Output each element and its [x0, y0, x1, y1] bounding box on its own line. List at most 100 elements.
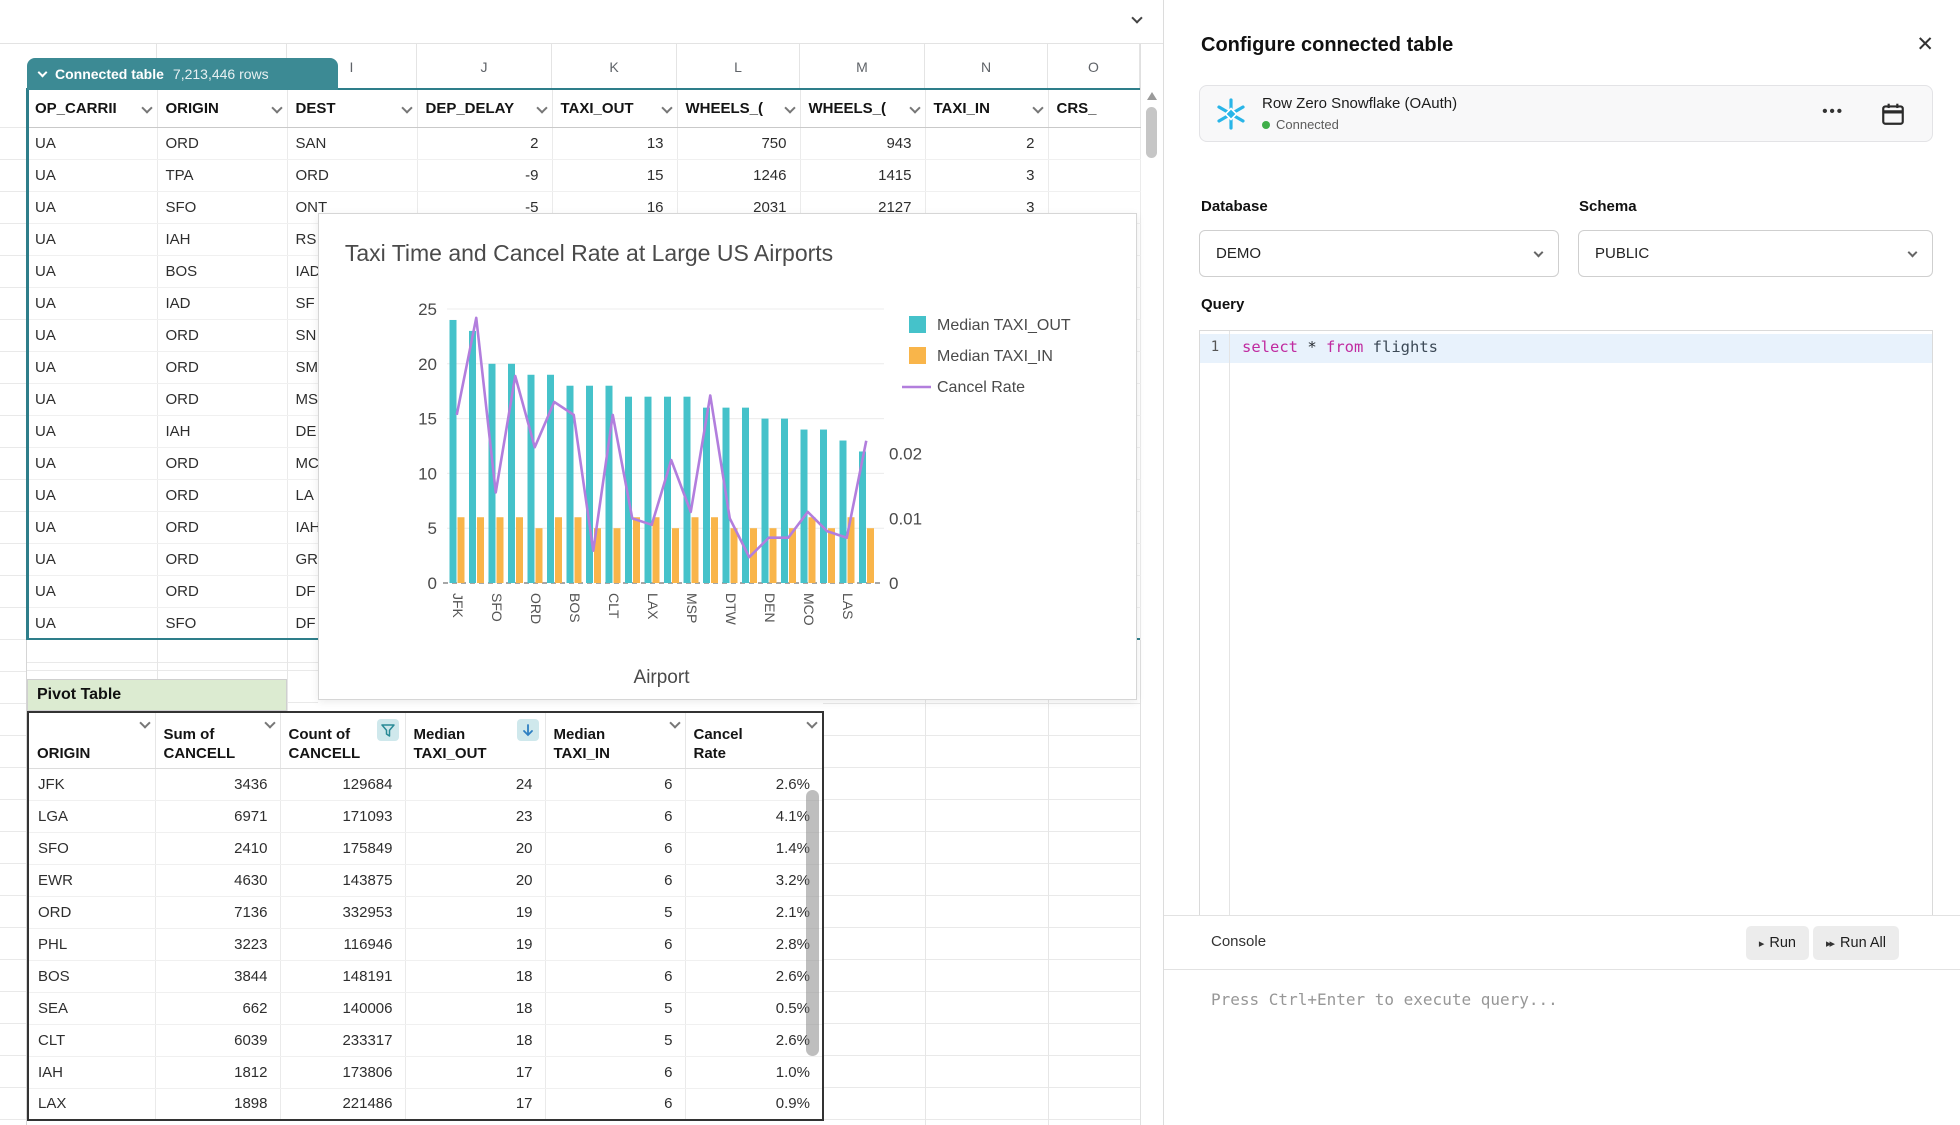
- cell[interactable]: SEA: [28, 992, 156, 1025]
- cell[interactable]: ORD: [157, 447, 288, 480]
- cell[interactable]: 2.6%: [685, 1024, 824, 1057]
- cell[interactable]: 20: [405, 864, 546, 897]
- cell[interactable]: 6: [545, 1056, 686, 1089]
- cell[interactable]: 5: [545, 992, 686, 1025]
- cell[interactable]: TPA: [157, 159, 288, 192]
- column-header-CRS_[interactable]: CRS_: [1048, 90, 1141, 128]
- filter-icon[interactable]: [376, 719, 399, 741]
- more-options-icon[interactable]: •••: [1822, 103, 1844, 120]
- cell[interactable]: ORD: [157, 575, 288, 608]
- cell[interactable]: CLT: [28, 1024, 156, 1057]
- sort-descending-icon[interactable]: [516, 719, 539, 741]
- cell[interactable]: [1048, 159, 1141, 192]
- cell[interactable]: 1.4%: [685, 832, 824, 865]
- column-header-DEP_DELAY[interactable]: DEP_DELAY: [417, 90, 553, 128]
- column-header-DEST[interactable]: DEST: [287, 90, 418, 128]
- cell[interactable]: 19: [405, 896, 546, 929]
- cell[interactable]: IAH: [157, 415, 288, 448]
- connected-table-badge[interactable]: Connected table 7,213,446 rows: [27, 58, 338, 90]
- cell[interactable]: 140006: [280, 992, 406, 1025]
- column-header-OP_CARRII[interactable]: OP_CARRII: [27, 90, 158, 128]
- cell[interactable]: 1.0%: [685, 1056, 824, 1089]
- cell[interactable]: 173806: [280, 1056, 406, 1089]
- sql-editor[interactable]: 1 select * from flights: [1199, 330, 1933, 915]
- cell[interactable]: 6039: [155, 1024, 281, 1057]
- cell[interactable]: [1048, 127, 1141, 160]
- cell[interactable]: 129684: [280, 768, 406, 801]
- cell[interactable]: 221486: [280, 1088, 406, 1121]
- cell[interactable]: 171093: [280, 800, 406, 833]
- cell[interactable]: UA: [27, 223, 158, 256]
- cell[interactable]: 1898: [155, 1088, 281, 1121]
- cell[interactable]: ORD: [157, 383, 288, 416]
- column-header-TAXI_OUT[interactable]: TAXI_OUT: [552, 90, 678, 128]
- cell[interactable]: 2: [417, 127, 553, 160]
- cell[interactable]: JFK: [28, 768, 156, 801]
- cell[interactable]: 15: [552, 159, 678, 192]
- cell[interactable]: UA: [27, 479, 158, 512]
- pivot-header-ORIGIN[interactable]: ORIGIN: [28, 712, 156, 769]
- cell[interactable]: 13: [552, 127, 678, 160]
- cell[interactable]: 6: [545, 1088, 686, 1121]
- header-chevron-down-icon[interactable]: [668, 717, 681, 729]
- pivot-header-TAXI_OUT[interactable]: Median TAXI_OUT: [405, 712, 546, 769]
- cell[interactable]: LGA: [28, 800, 156, 833]
- column-header-ORIGIN[interactable]: ORIGIN: [157, 90, 288, 128]
- cell[interactable]: 332953: [280, 896, 406, 929]
- cell[interactable]: SFO: [157, 191, 288, 224]
- cell[interactable]: ORD: [287, 159, 418, 192]
- cell[interactable]: 17: [405, 1056, 546, 1089]
- cell[interactable]: UA: [27, 607, 158, 640]
- header-chevron-down-icon[interactable]: [535, 102, 548, 114]
- cell[interactable]: 143875: [280, 864, 406, 897]
- cell[interactable]: BOS: [157, 255, 288, 288]
- cell[interactable]: 662: [155, 992, 281, 1025]
- cell[interactable]: 6971: [155, 800, 281, 833]
- cell[interactable]: 233317: [280, 1024, 406, 1057]
- column-letter[interactable]: N: [925, 44, 1048, 90]
- column-letter[interactable]: K: [552, 44, 677, 90]
- column-header-WHEELS_([interactable]: WHEELS_(: [800, 90, 926, 128]
- cell[interactable]: SFO: [28, 832, 156, 865]
- cell[interactable]: UA: [27, 255, 158, 288]
- cell[interactable]: 2.8%: [685, 928, 824, 961]
- cell[interactable]: 3436: [155, 768, 281, 801]
- cell[interactable]: UA: [27, 287, 158, 320]
- calendar-icon[interactable]: [1880, 101, 1906, 132]
- header-chevron-down-icon[interactable]: [263, 717, 276, 729]
- close-icon[interactable]: ✕: [1916, 33, 1934, 56]
- column-header-TAXI_IN[interactable]: TAXI_IN: [925, 90, 1049, 128]
- header-chevron-down-icon[interactable]: [138, 717, 151, 729]
- cell[interactable]: UA: [27, 127, 158, 160]
- header-chevron-down-icon[interactable]: [660, 102, 673, 114]
- cell[interactable]: 175849: [280, 832, 406, 865]
- cell[interactable]: -9: [417, 159, 553, 192]
- cell[interactable]: UA: [27, 447, 158, 480]
- cell[interactable]: ORD: [157, 511, 288, 544]
- cell[interactable]: 6: [545, 832, 686, 865]
- cell[interactable]: 5: [545, 1024, 686, 1057]
- cell[interactable]: LAX: [28, 1088, 156, 1121]
- schema-select[interactable]: PUBLIC: [1578, 230, 1933, 277]
- sql-code-line[interactable]: select * from flights: [1242, 338, 1438, 356]
- cell[interactable]: 20: [405, 832, 546, 865]
- cell[interactable]: 18: [405, 1024, 546, 1057]
- cell[interactable]: UA: [27, 575, 158, 608]
- cell[interactable]: UA: [27, 383, 158, 416]
- column-letter[interactable]: I: [287, 44, 417, 90]
- cell[interactable]: 1246: [677, 159, 801, 192]
- cell[interactable]: 19: [405, 928, 546, 961]
- column-letter[interactable]: O: [1048, 44, 1140, 90]
- cell[interactable]: 18: [405, 992, 546, 1025]
- cell[interactable]: UA: [27, 159, 158, 192]
- column-letter[interactable]: J: [417, 44, 552, 90]
- header-chevron-down-icon[interactable]: [140, 102, 153, 114]
- cell[interactable]: UA: [27, 351, 158, 384]
- cell[interactable]: PHL: [28, 928, 156, 961]
- badge-chevron-down-icon[interactable]: [37, 67, 48, 78]
- pivot-scrollbar-thumb[interactable]: [806, 790, 819, 1056]
- cell[interactable]: IAH: [157, 223, 288, 256]
- cell[interactable]: 6: [545, 960, 686, 993]
- cell[interactable]: 148191: [280, 960, 406, 993]
- column-header-WHEELS_([interactable]: WHEELS_(: [677, 90, 801, 128]
